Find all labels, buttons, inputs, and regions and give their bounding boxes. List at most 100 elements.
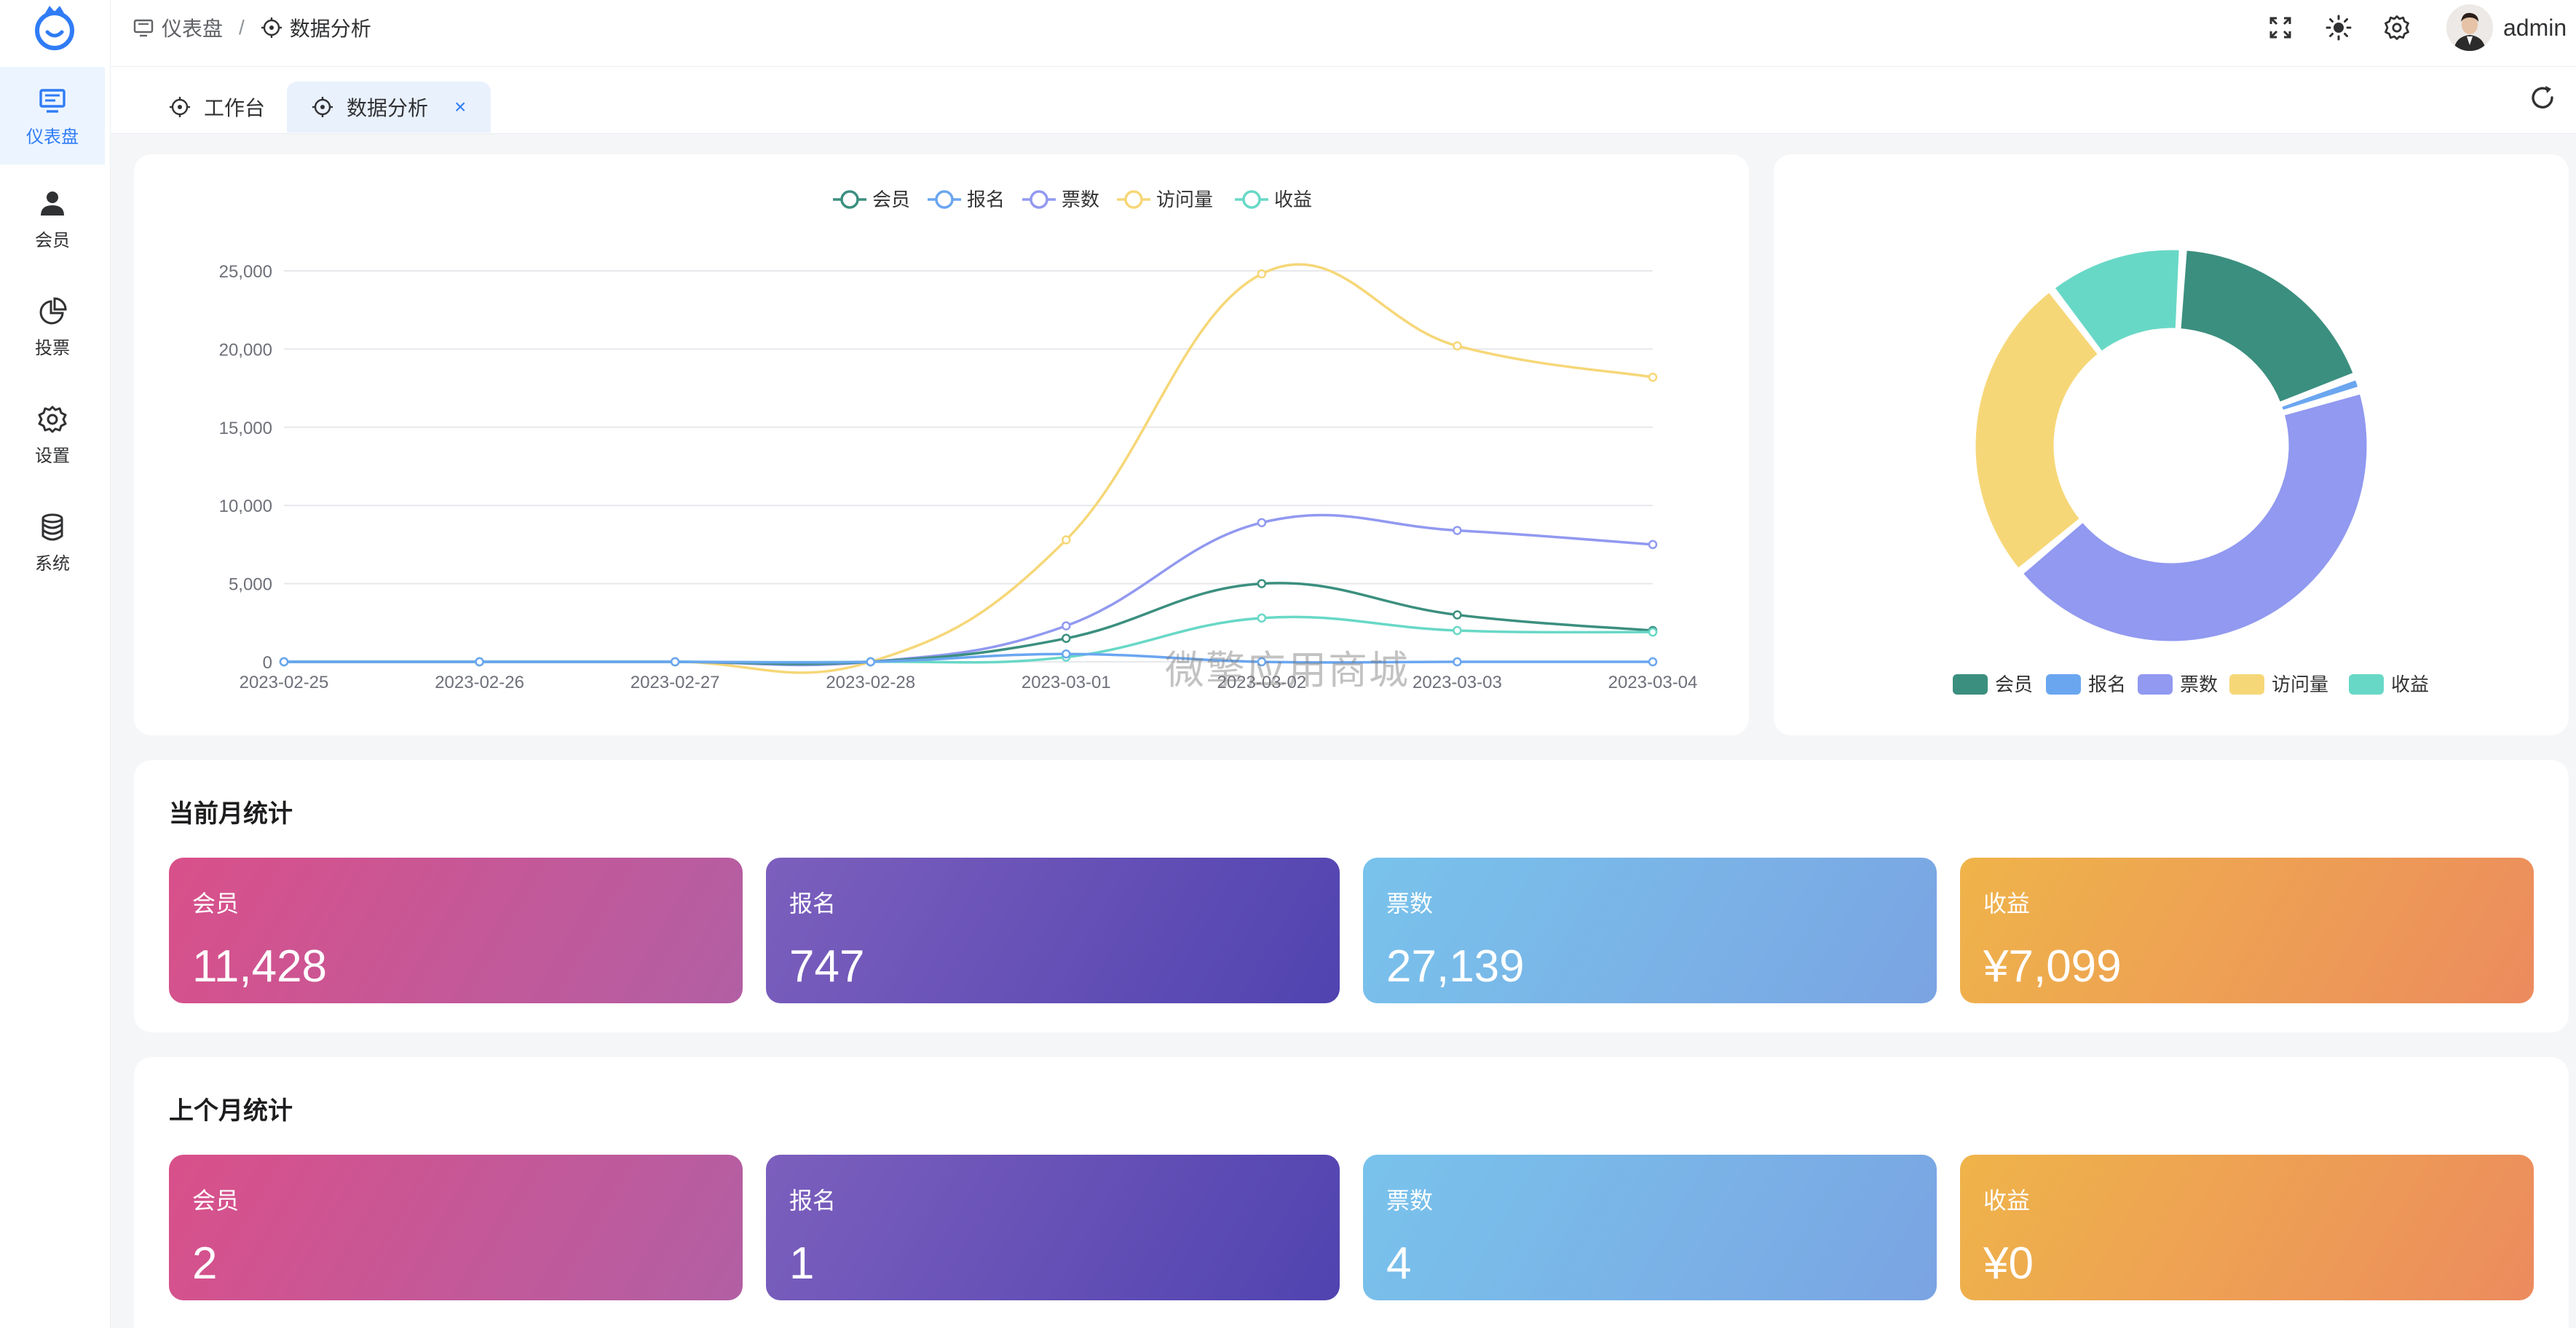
legend-label: 报名 xyxy=(2088,673,2126,695)
x-tick-label: 2023-03-02 xyxy=(1217,673,1306,692)
y-tick-label: 10,000 xyxy=(219,497,272,516)
series-line xyxy=(283,263,1654,674)
pie-slice xyxy=(2178,248,2355,404)
section-title: 上个月统计 xyxy=(169,1097,293,1125)
fullscreen-button[interactable] xyxy=(2264,12,2296,44)
x-tick-label: 2023-03-04 xyxy=(1608,673,1698,692)
stat-card-votes: 票数 27,139 xyxy=(1363,858,1937,1003)
stat-value: ¥7,099 xyxy=(1983,941,2122,992)
monitor-icon xyxy=(39,88,66,113)
legend-label: 收益 xyxy=(1274,189,1312,210)
database-icon xyxy=(42,513,63,540)
legend-marker xyxy=(840,190,859,209)
legend-label: 访问量 xyxy=(1156,189,1213,210)
target-icon xyxy=(312,97,333,117)
y-tick-label: 15,000 xyxy=(219,419,272,438)
pie-chart-card: 会员 报名 票数 访问量 收益 xyxy=(1774,154,2569,735)
stat-label: 报名 xyxy=(789,890,837,917)
stat-card-signups: 报名 747 xyxy=(766,858,1340,1003)
legend-label: 会员 xyxy=(872,189,910,210)
data-point xyxy=(1453,610,1462,620)
refresh-icon[interactable] xyxy=(2526,82,2559,114)
legend-label: 票数 xyxy=(2180,673,2218,695)
sidebar-item-settings[interactable]: 设置 xyxy=(0,386,105,483)
section-title: 当前月统计 xyxy=(169,800,293,828)
data-point xyxy=(1257,657,1267,667)
last-month-card: 上个月统计 会员 2 报名 1 票数 4 收益 ¥0 xyxy=(134,1057,2569,1328)
data-point xyxy=(279,657,289,667)
data-point xyxy=(1453,526,1462,535)
breadcrumb-root[interactable]: 仪表盘 xyxy=(162,17,224,40)
data-point xyxy=(1257,613,1267,623)
header-actions: admin xyxy=(2264,0,2576,55)
sidebar-item-vote[interactable]: 投票 xyxy=(0,278,105,376)
user-icon xyxy=(41,191,64,216)
sidebar-item-label: 仪表盘 xyxy=(26,127,79,147)
stat-label: 票数 xyxy=(1386,890,1434,917)
stat-value: 4 xyxy=(1386,1238,1412,1289)
stat-label: 收益 xyxy=(1983,890,2031,917)
tab-label: 工作台 xyxy=(204,97,266,119)
data-point xyxy=(1453,657,1462,667)
data-point xyxy=(1062,649,1071,659)
data-point xyxy=(1062,633,1071,644)
sidebar-item-members[interactable]: 会员 xyxy=(0,170,105,268)
theme-toggle-button[interactable] xyxy=(2323,12,2355,44)
sidebar-item-label: 系统 xyxy=(35,553,70,574)
legend-swatch xyxy=(2138,674,2173,695)
logo-icon[interactable] xyxy=(29,3,80,51)
tabs-bar: 工作台 数据分析 × xyxy=(111,67,2576,134)
stat-card-revenue: 收益 ¥7,099 xyxy=(1960,858,2534,1003)
breadcrumb-current: 数据分析 xyxy=(289,17,371,40)
legend-label: 会员 xyxy=(1995,673,2033,695)
pie-chart-icon xyxy=(39,296,67,324)
tab-data-analysis[interactable]: 数据分析 × xyxy=(287,82,491,133)
sidebar: 仪表盘 会员 投票 设置 xyxy=(0,0,111,1328)
data-point xyxy=(1257,269,1267,279)
data-point xyxy=(1648,657,1658,667)
sidebar-item-label: 会员 xyxy=(35,230,70,250)
stat-value: ¥0 xyxy=(1983,1238,2034,1289)
stat-label: 收益 xyxy=(1983,1187,2031,1214)
sun-icon xyxy=(2326,15,2352,41)
tab-label: 数据分析 xyxy=(347,97,429,119)
monitor-icon xyxy=(133,19,154,37)
username[interactable]: admin xyxy=(2503,14,2567,41)
data-point xyxy=(1453,625,1462,636)
y-tick-label: 5,000 xyxy=(229,575,272,595)
stat-value: 11,428 xyxy=(192,941,328,992)
stat-label: 报名 xyxy=(789,1187,837,1214)
legend-swatch xyxy=(2349,674,2384,695)
sidebar-item-system[interactable]: 系统 xyxy=(0,494,105,591)
gear-icon xyxy=(2385,15,2409,40)
x-tick-label: 2023-03-01 xyxy=(1022,673,1111,692)
fullscreen-icon xyxy=(2269,17,2291,39)
stat-value: 2 xyxy=(192,1238,218,1289)
settings-button[interactable] xyxy=(2381,12,2413,44)
data-point xyxy=(866,657,875,667)
stat-label: 会员 xyxy=(192,890,240,917)
sidebar-item-dashboard[interactable]: 仪表盘 xyxy=(0,67,105,165)
stat-card-members: 会员 11,428 xyxy=(169,858,743,1003)
y-tick-label: 20,000 xyxy=(219,340,272,360)
avatar[interactable] xyxy=(2446,4,2493,51)
breadcrumb: 仪表盘 / 数据分析 xyxy=(133,13,371,42)
data-point xyxy=(1062,535,1071,545)
series-line xyxy=(283,513,1654,667)
series-line xyxy=(283,652,1653,664)
legend-label: 访问量 xyxy=(2272,673,2328,695)
legend-swatch xyxy=(2229,674,2264,695)
x-tick-label: 2023-02-27 xyxy=(631,673,720,692)
line-chart-card: 0 5,000 10,000 15,000 20,000 25,000 2023-02-25… xyxy=(134,154,1749,735)
pie-slice xyxy=(2020,392,2369,644)
stat-card-signups: 报名 1 xyxy=(766,1155,1340,1300)
line-chart: 0 5,000 10,000 15,000 20,000 25,000 2023-02-25… xyxy=(219,189,1698,692)
tab-close-icon[interactable]: × xyxy=(454,95,467,118)
avatar-image xyxy=(2446,4,2493,51)
tab-workbench[interactable]: 工作台 xyxy=(144,82,290,133)
stat-value: 1 xyxy=(789,1238,815,1289)
stat-value: 27,139 xyxy=(1386,941,1525,992)
donut-chart: 会员 报名 票数 访问量 收益 xyxy=(1953,248,2429,695)
data-point xyxy=(1648,372,1658,382)
pie-slice xyxy=(1973,290,2101,571)
